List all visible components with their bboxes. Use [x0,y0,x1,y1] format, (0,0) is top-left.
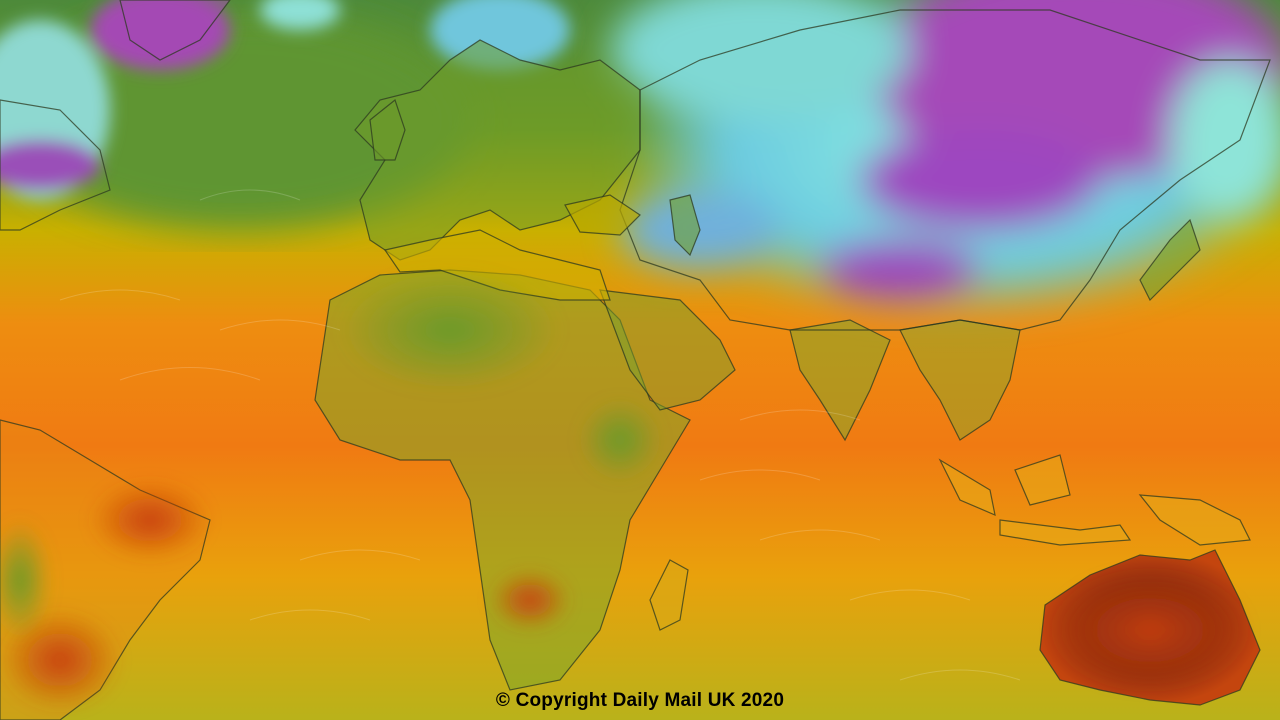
north-atlantic-cool-area [10,10,470,230]
black-sea [564,194,641,236]
asia-outline [619,9,1271,331]
heat-hotspots [0,480,1250,710]
madagascar-outline [649,559,689,631]
wind-flow-lines [59,189,1021,681]
canada-east-outline [0,99,111,231]
indonesia-outline [938,454,1251,546]
green-patches [0,270,660,640]
arabia-outline [599,289,736,411]
copyright-caption: © Copyright Daily Mail UK 2020 [495,690,785,711]
japan-outline [1139,218,1201,302]
asia-cold-zone [610,0,1280,320]
uk-outline [369,98,406,161]
caspian-sea [669,194,701,257]
greenland-outline [119,0,231,61]
india-outline [789,319,891,442]
mediterranean-sea [384,229,611,301]
